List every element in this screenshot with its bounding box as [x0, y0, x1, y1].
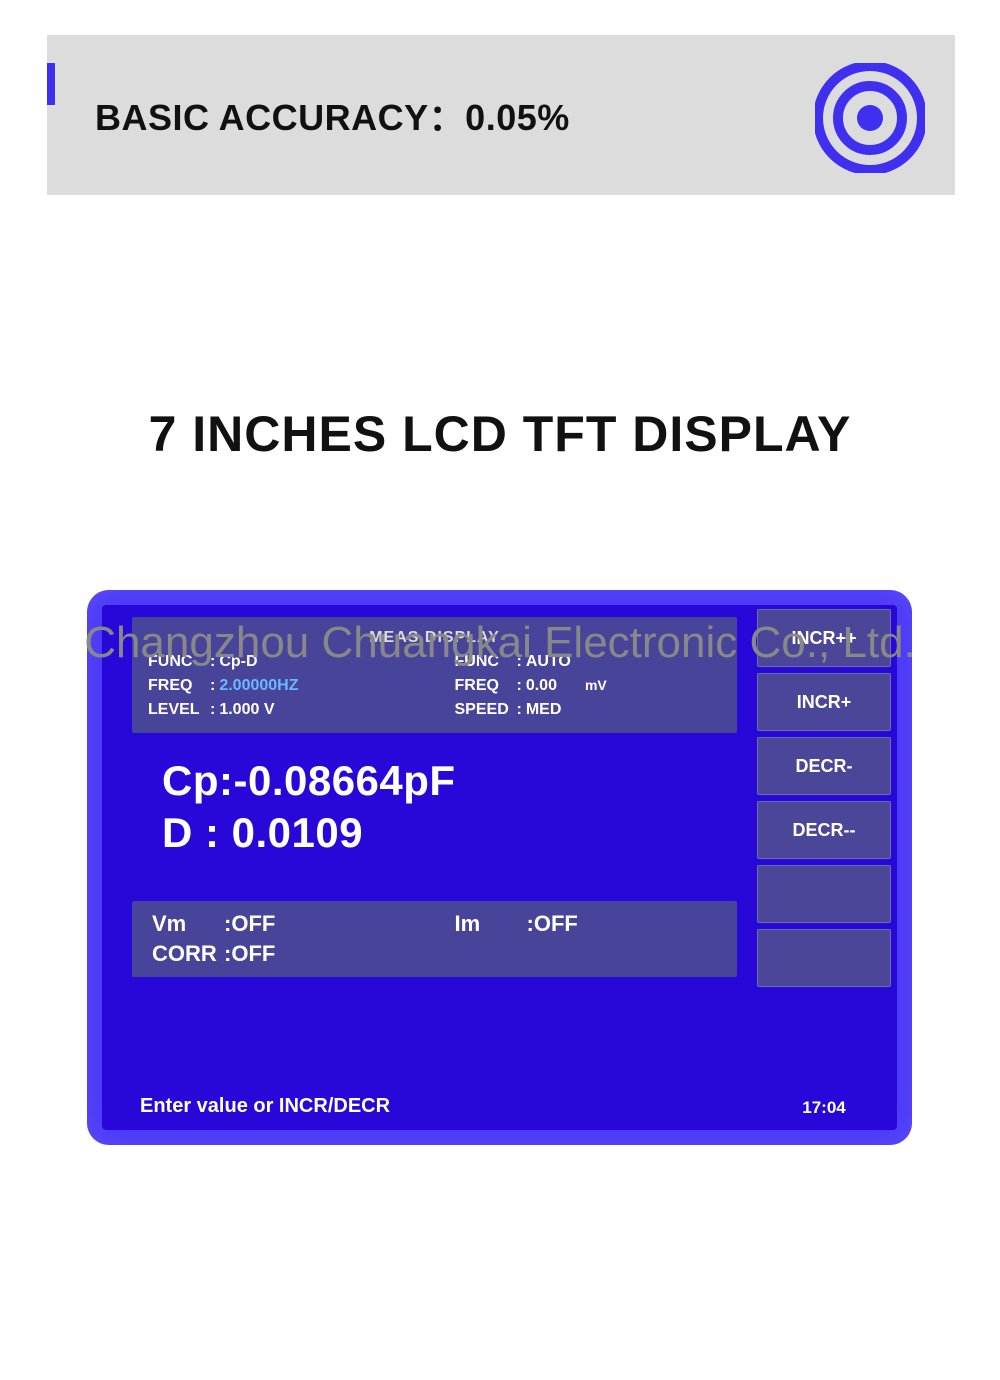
empty-button: .: [757, 929, 891, 987]
param-row: FUNC:AUTO: [455, 653, 722, 671]
display-sidebar: INCR++ INCR+ DECR- DECR--.. 17:04: [757, 605, 897, 1130]
param-row: LEVEL:1.000 V: [148, 701, 415, 719]
decrminus-button[interactable]: DECR-: [757, 737, 891, 795]
incrplus-button[interactable]: INCR+: [757, 673, 891, 731]
display-main-area: MEAS DISPLAY FUNC:Cp-D FUNC:AUTO FREQ:2.00…: [102, 605, 757, 1130]
param-row: FREQ:0.00mV: [455, 677, 722, 695]
lcd-display-frame: MEAS DISPLAY FUNC:Cp-D FUNC:AUTO FREQ:2.00…: [87, 590, 912, 1145]
panel-title: MEAS DISPLAY: [148, 629, 721, 647]
measurement-block: Cp:-0.08664pFD : 0.0109: [132, 747, 737, 871]
target-icon: [815, 63, 925, 178]
incrplusplus-button[interactable]: INCR++: [757, 609, 891, 667]
param-row: SPEED:MED: [455, 701, 722, 719]
accent-bar: [47, 63, 55, 105]
status-row: Im:OFF: [455, 911, 718, 937]
status-row: CORR:OFF: [152, 941, 415, 967]
section-title: 7 INCHES LCD TFT DISPLAY: [0, 405, 1000, 463]
param-row: FREQ:2.00000HZ: [148, 677, 415, 695]
header-title: BASIC ACCURACY：0.05%: [95, 89, 570, 141]
decrminusminus-button[interactable]: DECR--: [757, 801, 891, 859]
empty-button: .: [757, 865, 891, 923]
prompt-text: Enter value or INCR/DECR: [132, 1083, 737, 1122]
param-row: FUNC:Cp-D: [148, 653, 415, 671]
params-panel: MEAS DISPLAY FUNC:Cp-D FUNC:AUTO FREQ:2.00…: [132, 617, 737, 733]
clock-time: 17:04: [757, 993, 891, 1126]
status-panel: Vm:OFF Im:OFF CORR:OFF: [132, 901, 737, 977]
measurement-value: Cp:-0.08664pF: [162, 757, 727, 805]
status-row: Vm:OFF: [152, 911, 415, 937]
lcd-display-screen: MEAS DISPLAY FUNC:Cp-D FUNC:AUTO FREQ:2.00…: [102, 605, 897, 1130]
measurement-value: D : 0.0109: [162, 809, 727, 857]
status-row: [455, 941, 718, 967]
header-banner: BASIC ACCURACY：0.05%: [47, 35, 955, 195]
